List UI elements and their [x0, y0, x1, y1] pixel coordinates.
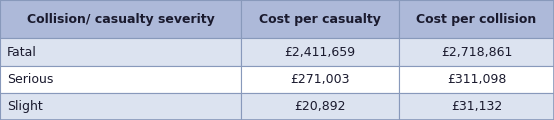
Bar	[0, 66, 241, 93]
Bar	[241, 0, 399, 38]
Text: £31,132: £31,132	[451, 100, 502, 113]
Text: Fatal: Fatal	[7, 45, 37, 59]
Bar	[399, 0, 554, 38]
Bar	[399, 66, 554, 93]
Bar	[0, 38, 241, 66]
Text: Cost per casualty: Cost per casualty	[259, 13, 381, 26]
Text: Slight: Slight	[7, 100, 43, 113]
Bar	[0, 93, 241, 120]
Text: £20,892: £20,892	[294, 100, 346, 113]
Text: £2,718,861: £2,718,861	[441, 45, 512, 59]
Text: £271,003: £271,003	[290, 73, 350, 86]
Bar	[399, 38, 554, 66]
Text: Cost per collision: Cost per collision	[416, 13, 537, 26]
Bar	[241, 93, 399, 120]
Bar	[241, 38, 399, 66]
Text: Serious: Serious	[7, 73, 53, 86]
Bar	[241, 66, 399, 93]
Text: Collision/ casualty severity: Collision/ casualty severity	[27, 13, 214, 26]
Bar	[399, 93, 554, 120]
Text: £2,411,659: £2,411,659	[284, 45, 356, 59]
Bar	[0, 0, 241, 38]
Text: £311,098: £311,098	[447, 73, 506, 86]
